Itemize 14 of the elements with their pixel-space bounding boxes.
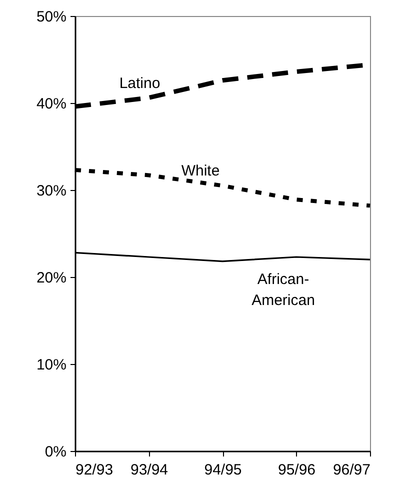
series-label: African- American <box>252 270 315 309</box>
y-tick-label: 50% <box>36 8 66 26</box>
y-tick-label: 30% <box>36 182 66 200</box>
x-tick-label: 95/96 <box>278 462 316 478</box>
x-tick-label: 93/94 <box>130 462 168 478</box>
series-label: Latino <box>119 74 160 92</box>
x-tick-label: 92/93 <box>76 462 114 478</box>
x-tick-label: 96/97 <box>332 462 370 478</box>
y-tick-label: 20% <box>36 270 66 286</box>
x-tick-label: 94/95 <box>204 462 242 478</box>
y-tick-label: 40% <box>36 96 66 112</box>
y-tick-label: 10% <box>36 356 66 374</box>
series-label: White <box>181 162 220 180</box>
y-tick-label: 0% <box>44 444 66 460</box>
